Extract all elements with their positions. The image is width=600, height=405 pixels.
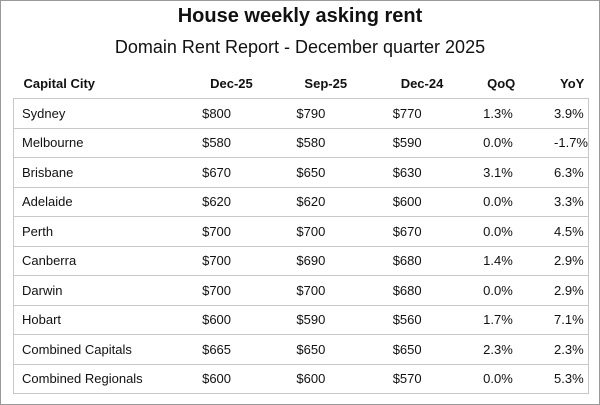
table-cell: 5.3% <box>554 363 589 394</box>
table-cell: 3.3% <box>554 186 589 217</box>
table-cell: 7.1% <box>554 304 589 335</box>
table-row: Combined Capitals $665 $650 $650 2.3% 2.3% <box>13 334 589 364</box>
table-cell: $600 <box>202 363 297 394</box>
table-cell: Darwin <box>13 275 203 305</box>
table-cell: $620 <box>202 186 297 217</box>
table-row: Brisbane $670 $650 $630 3.1% 6.3% <box>13 157 589 187</box>
table-cell: Perth <box>13 216 203 246</box>
table-cell: 2.9% <box>554 275 589 305</box>
table-cell: $770 <box>392 98 484 128</box>
table-cell: $700 <box>202 245 297 276</box>
header-row: Capital City Dec-25 Sep-25 Dec-24 QoQ YoY <box>14 69 589 99</box>
table-cell: Hobart <box>13 304 203 335</box>
table-cell: $650 <box>296 334 393 364</box>
table-cell: $650 <box>392 334 484 364</box>
table-cell: $600 <box>296 363 393 394</box>
table-cell: $670 <box>392 216 484 246</box>
column-header: YoY <box>560 76 585 91</box>
table-cell: 0.0% <box>483 127 555 158</box>
table-cell: 0.0% <box>483 363 555 394</box>
table-cell: $600 <box>202 304 297 335</box>
table-row: Combined Regionals $600 $600 $570 0.0% 5.3% <box>13 363 589 394</box>
table-row: Canberra $700 $690 $680 1.4% 2.9% <box>13 245 589 276</box>
column-header: QoQ <box>487 76 516 91</box>
table-cell: 3.9% <box>554 98 589 128</box>
table-cell: $700 <box>202 216 297 246</box>
column-header: Dec-25 <box>210 76 253 91</box>
table-cell: 0.0% <box>483 186 555 217</box>
table-cell: 0.0% <box>483 275 555 305</box>
table-row: Perth $700 $700 $670 0.0% 4.5% <box>13 216 589 246</box>
table-cell: 2.3% <box>554 334 589 364</box>
table-cell: Combined Capitals <box>13 334 203 364</box>
table-cell: $590 <box>296 304 393 335</box>
table-row: Adelaide $620 $620 $600 0.0% 3.3% <box>13 186 589 217</box>
table-cell: Combined Regionals <box>13 363 203 394</box>
table-cell: $680 <box>392 245 484 276</box>
table-row: Melbourne $580 $580 $590 0.0% -1.7% <box>13 127 589 158</box>
table-cell: 4.5% <box>554 216 589 246</box>
table-cell: 0.0% <box>483 216 555 246</box>
table-cell: $620 <box>296 186 393 217</box>
table-cell: 6.3% <box>554 157 589 187</box>
table-cell: 1.7% <box>483 304 555 335</box>
table-cell: $630 <box>392 157 484 187</box>
column-header: Dec-24 <box>400 76 444 91</box>
table-cell: $580 <box>202 127 297 158</box>
table-cell: $665 <box>202 334 297 364</box>
table-cell: Sydney <box>13 98 203 128</box>
table-cell: Canberra <box>13 245 203 276</box>
table-cell: 1.4% <box>483 245 555 276</box>
table-cell: Adelaide <box>13 186 203 217</box>
table-cell: $560 <box>392 304 484 335</box>
table-cell: $650 <box>296 157 393 187</box>
table-cell: 3.1% <box>483 157 555 187</box>
table-cell: $670 <box>202 157 297 187</box>
table-cell: $590 <box>392 127 484 158</box>
table-cell: -1.7% <box>554 127 589 158</box>
table-row: Darwin $700 $700 $680 0.0% 2.9% <box>13 275 589 305</box>
column-header: Capital City <box>23 76 96 91</box>
table-cell: $690 <box>296 245 393 276</box>
table-cell: Melbourne <box>13 127 203 158</box>
table-cell: $790 <box>296 98 393 128</box>
table-cell: $700 <box>296 216 393 246</box>
table-row: Sydney $800 $790 $770 1.3% 3.9% <box>13 98 589 128</box>
rent-table: Capital City Dec-25 Sep-25 Dec-24 QoQ YoY Syd… <box>13 69 589 394</box>
table-cell: 1.3% <box>483 98 555 128</box>
table-cell: $700 <box>202 275 297 305</box>
table-cell: $800 <box>202 98 297 128</box>
table-cell: $580 <box>296 127 393 158</box>
table-cell: $700 <box>296 275 393 305</box>
table-cell: 2.3% <box>483 334 555 364</box>
table-body: Sydney $800 $790 $770 1.3% 3.9% Melbourne $580 $… <box>13 98 589 394</box>
table-row: Hobart $600 $590 $560 1.7% 7.1% <box>13 304 589 335</box>
column-header: Sep-25 <box>304 76 348 91</box>
table-cell: 2.9% <box>554 245 589 276</box>
table-cell: $680 <box>392 275 484 305</box>
table-cell: $600 <box>392 186 484 217</box>
subtitle: Domain Rent Report - December quarter 20… <box>114 37 486 57</box>
title: House weekly asking rent <box>177 5 423 27</box>
table-cell: Brisbane <box>13 157 203 187</box>
table-cell: $570 <box>392 363 484 394</box>
